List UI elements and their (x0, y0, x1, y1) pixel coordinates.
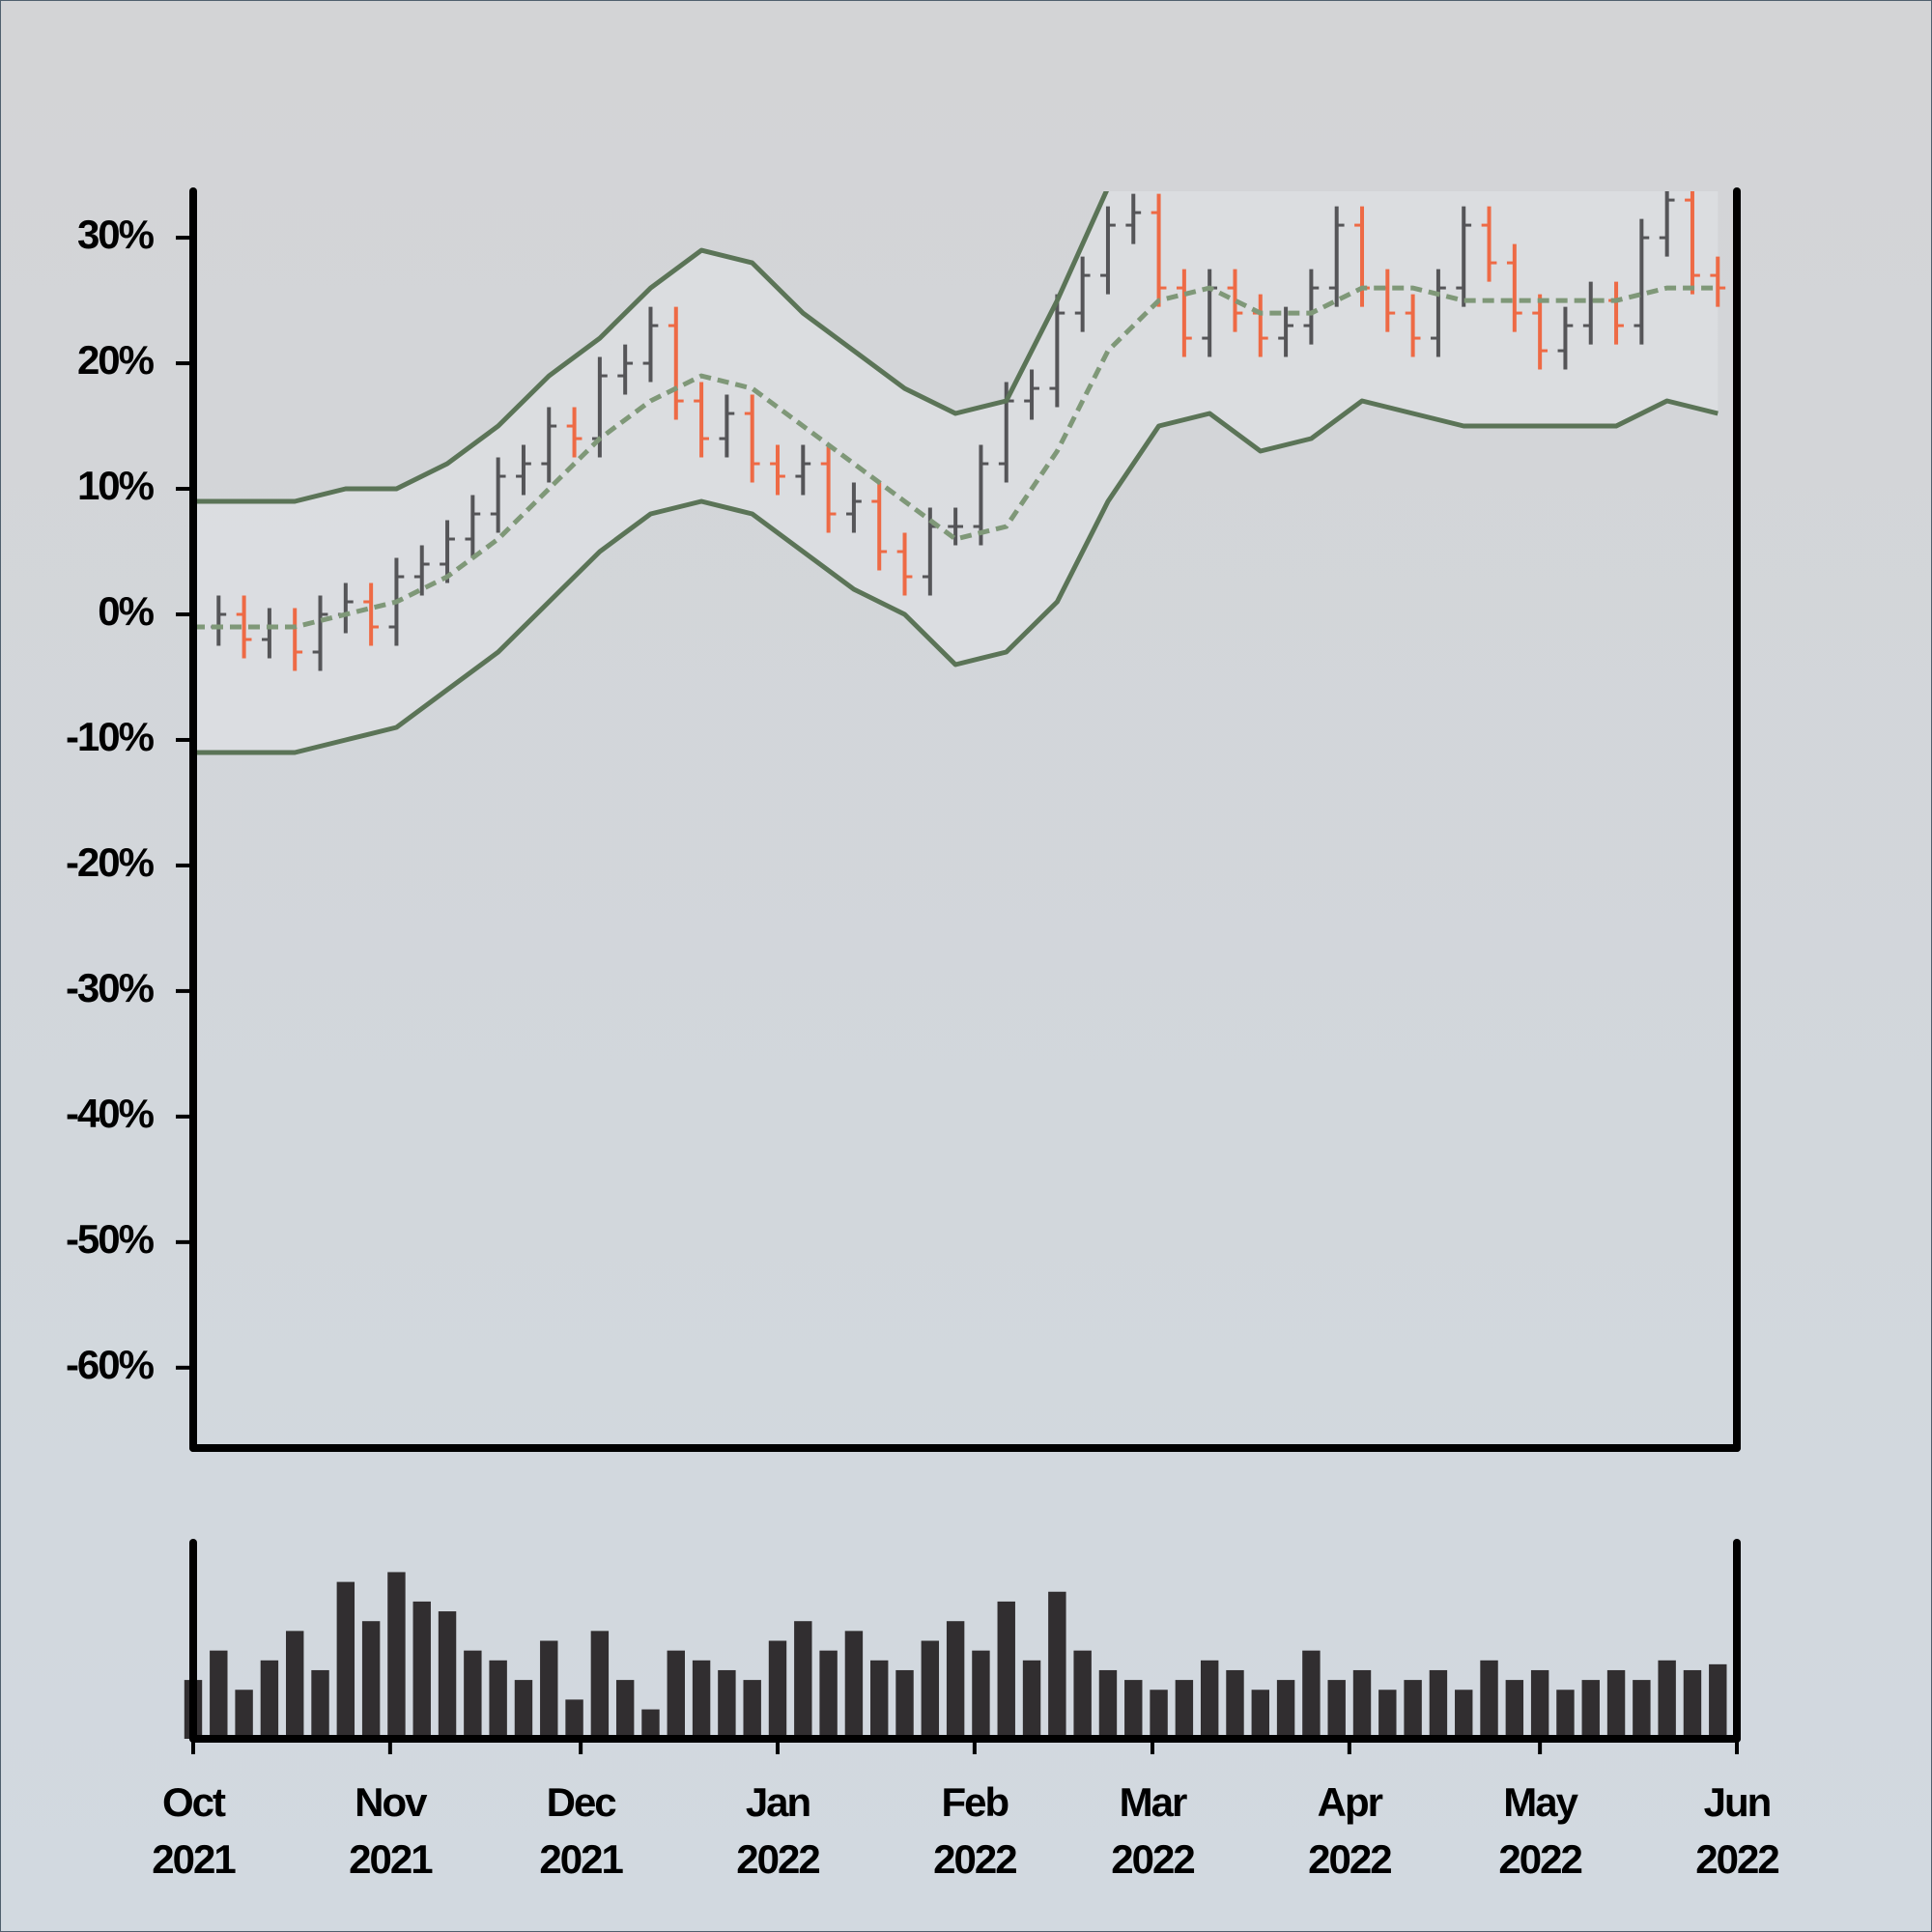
volume-bar (336, 1581, 355, 1739)
volume-bar (260, 1660, 279, 1739)
y-tick-label: -30% (66, 965, 155, 1010)
volume-bar (794, 1621, 812, 1739)
volume-bar (1226, 1669, 1244, 1739)
volume-bar (311, 1669, 329, 1739)
volume-bar (1683, 1669, 1702, 1739)
volume-bar (1633, 1680, 1651, 1739)
volume-bar (1480, 1660, 1498, 1739)
volume-bar (1022, 1660, 1041, 1739)
y-tick-label: 10% (77, 463, 155, 508)
volume-bar (210, 1650, 228, 1739)
volume-bar (870, 1660, 889, 1739)
volume-bar (1251, 1690, 1269, 1739)
y-tick-label: 0% (98, 588, 154, 634)
volume-bar (1505, 1680, 1524, 1739)
y-tick-label: 30% (77, 212, 155, 257)
x-tick-label: Jun 2022 (1695, 1779, 1778, 1882)
volume-bar (946, 1621, 965, 1739)
volume-bar (590, 1631, 610, 1739)
volume-bar (1530, 1669, 1549, 1739)
volume-bar (997, 1601, 1015, 1739)
volume-bar (361, 1621, 381, 1739)
band-fill (193, 191, 1719, 753)
volume-bar (1048, 1591, 1066, 1739)
volume-bar (1404, 1680, 1422, 1739)
y-tick-label: -50% (66, 1216, 155, 1262)
volume-bar (641, 1709, 660, 1739)
band-middle (193, 285, 1719, 630)
volume-bar (1098, 1669, 1118, 1739)
volume-bar (565, 1699, 583, 1739)
volume-bar (540, 1640, 558, 1739)
plot-area (193, 191, 1726, 755)
x-tick-label: Mar 2022 (1111, 1779, 1194, 1882)
volume-bar (1175, 1680, 1194, 1739)
volume-bar (768, 1640, 787, 1739)
volume-bar (819, 1650, 838, 1739)
volume-bar (1200, 1660, 1219, 1739)
x-tick-label: Jan 2022 (736, 1779, 819, 1882)
x-tick-label: Feb 2022 (933, 1779, 1016, 1882)
volume-bar (743, 1680, 761, 1739)
volume-bar (1556, 1690, 1575, 1739)
volume-bar (1352, 1669, 1372, 1739)
y-tick-label: 20% (77, 337, 155, 383)
volume-bar (387, 1572, 406, 1739)
volume-bar (1429, 1669, 1448, 1739)
x-tick-label: May 2022 (1498, 1779, 1581, 1882)
volume-bar (235, 1690, 253, 1739)
x-tick-label: Nov 2021 (349, 1779, 433, 1882)
volume-bar (1581, 1680, 1600, 1739)
volume-bar (464, 1650, 482, 1739)
volume-bar (1276, 1680, 1295, 1739)
volume-bar (1327, 1680, 1346, 1739)
volume-bar (1124, 1680, 1143, 1739)
volume-bar (844, 1631, 864, 1739)
volume-bar (1658, 1660, 1676, 1739)
band-lower (193, 398, 1719, 755)
y-tick-label: -60% (66, 1342, 155, 1387)
volume-bar (1302, 1650, 1321, 1739)
volume-bar (1455, 1690, 1473, 1739)
x-tick-label: Apr 2022 (1308, 1779, 1391, 1882)
volume-bar (972, 1650, 990, 1739)
volume-bar (667, 1650, 685, 1739)
volume-bar (514, 1680, 533, 1739)
volume-bar (1606, 1669, 1626, 1739)
volume-bar (438, 1611, 457, 1739)
volume-bar (1150, 1690, 1168, 1739)
volume-bar (692, 1660, 711, 1739)
volume-bar (921, 1640, 940, 1739)
volume-bar (1073, 1650, 1092, 1739)
volume-bar (286, 1631, 304, 1739)
y-tick-label: -20% (66, 839, 155, 885)
axes: 30% 20% 10% 0% -10% -20% -30% -40% -50% -60% Oct 20… (66, 187, 1780, 1882)
band-upper (193, 191, 1109, 504)
volume-bar (412, 1601, 431, 1739)
y-tick-label: -10% (66, 714, 155, 759)
volume-bar (718, 1669, 736, 1739)
x-tick-label: Oct 2021 (152, 1779, 236, 1882)
volume-bar (489, 1660, 507, 1739)
x-tick-label: Dec 2021 (539, 1779, 623, 1882)
volume-area (184, 1572, 1727, 1739)
volume-bar (1378, 1690, 1397, 1739)
volume-bar (1709, 1663, 1727, 1739)
y-tick-label: -40% (66, 1091, 155, 1136)
volume-bar (895, 1669, 914, 1739)
volume-bar (615, 1680, 635, 1739)
